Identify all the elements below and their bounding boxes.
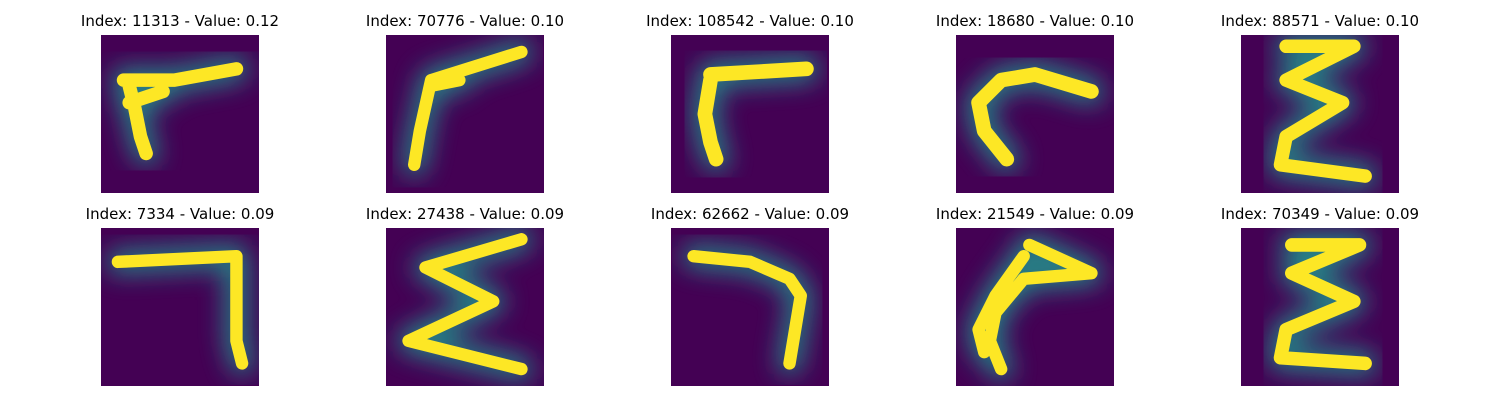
panel-title: Index: 88571 - Value: 0.10 (1220, 12, 1420, 30)
panel-title: Index: 7334 - Value: 0.09 (85, 205, 275, 223)
stroke-core (687, 250, 807, 370)
stroke-core (1273, 238, 1372, 371)
digit-image (101, 228, 259, 386)
digit-image (1241, 35, 1399, 193)
digit-image (956, 35, 1114, 193)
image-panel: Index: 18680 - Value: 0.10 (925, 12, 1145, 202)
stroke-core (111, 250, 249, 370)
stroke-core (1273, 39, 1372, 183)
panel-title: Index: 70776 - Value: 0.10 (365, 12, 565, 30)
stroke-core (971, 67, 1099, 167)
panel-title: Index: 18680 - Value: 0.10 (935, 12, 1135, 30)
stroke-core (402, 233, 528, 376)
image-panel: Index: 88571 - Value: 0.10 (1210, 12, 1430, 202)
image-panel: Index: 21549 - Value: 0.09 (925, 205, 1145, 395)
image-panel: Index: 27438 - Value: 0.09 (355, 205, 575, 395)
image-panel: Index: 62662 - Value: 0.09 (640, 205, 860, 395)
image-panel: Index: 70776 - Value: 0.10 (355, 12, 575, 202)
image-panel: Index: 70349 - Value: 0.09 (1210, 205, 1430, 395)
digit-image (956, 228, 1114, 386)
digit-image (671, 35, 829, 193)
stroke-core (972, 238, 1098, 376)
image-panel: Index: 11313 - Value: 0.12 (70, 12, 290, 202)
digit-image (101, 35, 259, 193)
digit-image (1241, 228, 1399, 386)
panel-title: Index: 70349 - Value: 0.09 (1220, 205, 1420, 223)
stroke-core (116, 62, 244, 161)
panel-title: Index: 21549 - Value: 0.09 (935, 205, 1135, 223)
panel-title: Index: 27438 - Value: 0.09 (365, 205, 565, 223)
stroke-core (697, 61, 814, 167)
digit-image (671, 228, 829, 386)
panel-title: Index: 62662 - Value: 0.09 (650, 205, 850, 223)
stroke-core (408, 45, 528, 171)
image-panel: Index: 108542 - Value: 0.10 (640, 12, 860, 202)
digit-image (386, 228, 544, 386)
digit-image (386, 35, 544, 193)
panel-title: Index: 11313 - Value: 0.12 (80, 12, 280, 30)
panel-title: Index: 108542 - Value: 0.10 (646, 12, 854, 30)
image-panel: Index: 7334 - Value: 0.09 (70, 205, 290, 395)
